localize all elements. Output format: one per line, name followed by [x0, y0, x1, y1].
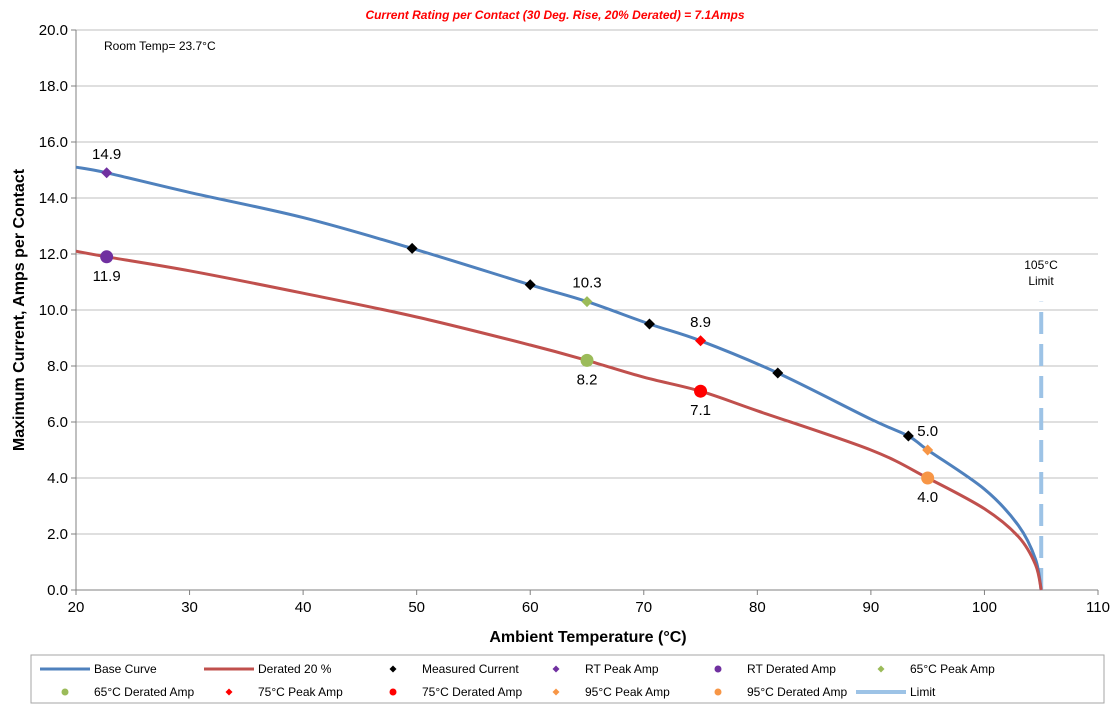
x-tick-label: 60	[522, 599, 539, 616]
legend-label-base-curve: Base Curve	[94, 662, 157, 676]
legend-swatch-65c-derated-amp	[61, 688, 69, 696]
tick-labels: 0.0 2.0 4.0 6.0 8.0 10.0 12.0 14.0 16.0 18.0 20.0 2…	[39, 22, 1110, 616]
derated-20-line	[75, 249, 1043, 591]
gridlines	[71, 29, 1099, 595]
y-tick-label: 4.0	[47, 470, 68, 487]
legend-swatch-95c-derated-amp	[714, 688, 722, 696]
x-axis-title: Ambient Temperature (°C)	[489, 629, 686, 646]
y-tick-label: 10.0	[39, 302, 68, 319]
95c-derated-amp-data-label: 4.0	[917, 489, 938, 506]
legend-label-rt-derated-amp: RT Derated Amp	[747, 662, 836, 676]
legend-label-65c-peak-amp: 65°C Peak Amp	[910, 662, 995, 676]
base-curve-line	[75, 165, 1043, 591]
75c-derated-amp-data-label: 7.1	[690, 402, 711, 419]
legend-swatch-95c-peak-amp	[552, 688, 560, 696]
measured-current-point	[406, 242, 418, 254]
legend-swatch-measured-current	[389, 665, 397, 673]
65c-peak-amp-data-label: 10.3	[572, 275, 601, 292]
y-tick-label: 2.0	[47, 526, 68, 543]
x-tick-label: 100	[972, 599, 997, 616]
75c-derated-amp-point	[694, 384, 708, 398]
legend-swatch-75c-peak-amp	[225, 688, 233, 696]
legend-label-75c-peak-amp: 75°C Peak Amp	[258, 685, 343, 699]
axes	[75, 30, 1098, 591]
x-tick-label: 20	[68, 599, 85, 616]
65c-derated-amp-data-label: 8.2	[577, 371, 598, 388]
legend-swatch-65c-peak-amp	[877, 665, 885, 673]
rt-peak-amp-point	[101, 167, 113, 179]
y-axis-title: Maximum Current, Amps per Contact	[11, 168, 28, 451]
y-tick-label: 12.0	[39, 246, 68, 263]
rt-peak-amp-data-label: 14.9	[92, 146, 121, 163]
65c-peak-amp-point	[581, 296, 593, 308]
measured-current-point	[643, 318, 655, 330]
95c-peak-amp-data-label: 5.0	[917, 423, 938, 440]
legend-label-95c-peak-amp: 95°C Peak Amp	[585, 685, 670, 699]
75c-peak-amp-data-label: 8.9	[690, 314, 711, 331]
legend-label-measured-current: Measured Current	[422, 662, 519, 676]
x-tick-label: 110	[1086, 599, 1110, 616]
75c-peak-amp-point	[695, 335, 707, 347]
measured-current-point	[902, 430, 914, 442]
y-tick-label: 20.0	[39, 22, 68, 39]
rt-derated-amp-data-label: 11.9	[93, 268, 121, 285]
limit-label-line1: 105°C	[1024, 258, 1058, 272]
legend-label-derated-20: Derated 20 %	[258, 662, 332, 676]
legend-label-75c-derated-amp: 75°C Derated Amp	[422, 685, 523, 699]
limit-label-line2: Limit	[1028, 274, 1054, 288]
x-tick-label: 70	[635, 599, 652, 616]
room-temp-annotation: Room Temp= 23.7°C	[104, 39, 216, 53]
legend: Base Curve Derated 20 % Measured Current RT…	[40, 662, 995, 699]
legend-label-95c-derated-amp: 95°C Derated Amp	[747, 685, 848, 699]
y-tick-label: 0.0	[47, 582, 68, 599]
legend-swatch-rt-peak-amp	[552, 665, 560, 673]
measured-current-point	[524, 279, 536, 291]
rt-derated-amp-point	[100, 250, 114, 264]
x-tick-label: 80	[749, 599, 766, 616]
chart-title: Current Rating per Contact (30 Deg. Rise…	[365, 8, 744, 22]
y-tick-label: 14.0	[39, 190, 68, 207]
y-tick-label: 8.0	[47, 358, 68, 375]
65c-derated-amp-point	[580, 353, 594, 367]
legend-box	[30, 654, 1105, 704]
legend-swatch-rt-derated-amp	[714, 665, 722, 673]
legend-label-65c-derated-amp: 65°C Derated Amp	[94, 685, 195, 699]
x-tick-label: 90	[863, 599, 880, 616]
x-tick-label: 40	[295, 599, 312, 616]
x-tick-label: 50	[408, 599, 425, 616]
95c-derated-amp-point	[921, 471, 935, 485]
legend-label-rt-peak-amp: RT Peak Amp	[585, 662, 659, 676]
y-tick-label: 16.0	[39, 134, 68, 151]
measured-current-point	[772, 367, 784, 379]
legend-swatch-75c-derated-amp	[389, 688, 397, 696]
data-labels: 14.9 10.3 8.9 5.0 11.9 8.2 7.1 4.0	[92, 146, 938, 506]
legend-label-limit: Limit	[910, 685, 936, 699]
y-tick-label: 18.0	[39, 78, 68, 95]
y-tick-label: 6.0	[47, 414, 68, 431]
series-layer	[75, 165, 1044, 591]
x-tick-label: 30	[181, 599, 198, 616]
95c-peak-amp-point	[922, 444, 934, 456]
